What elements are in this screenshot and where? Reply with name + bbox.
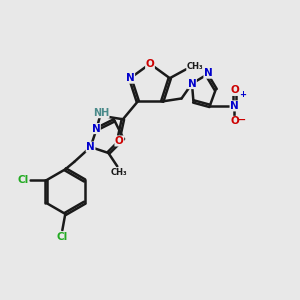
Text: CH₃: CH₃ [110,168,127,177]
Text: O: O [230,116,239,126]
Text: N: N [86,142,95,152]
Text: O: O [115,136,124,146]
Text: Cl: Cl [57,232,68,242]
Text: Cl: Cl [17,176,29,185]
Text: −: − [238,115,247,125]
Text: N: N [188,79,196,88]
Text: NH: NH [93,108,109,118]
Text: N: N [92,124,100,134]
Text: N: N [204,68,213,78]
Text: O: O [146,59,154,69]
Text: CH₃: CH₃ [187,62,203,71]
Text: O: O [230,85,239,95]
Text: N: N [230,101,239,111]
Text: N: N [126,73,135,83]
Text: +: + [239,90,246,99]
